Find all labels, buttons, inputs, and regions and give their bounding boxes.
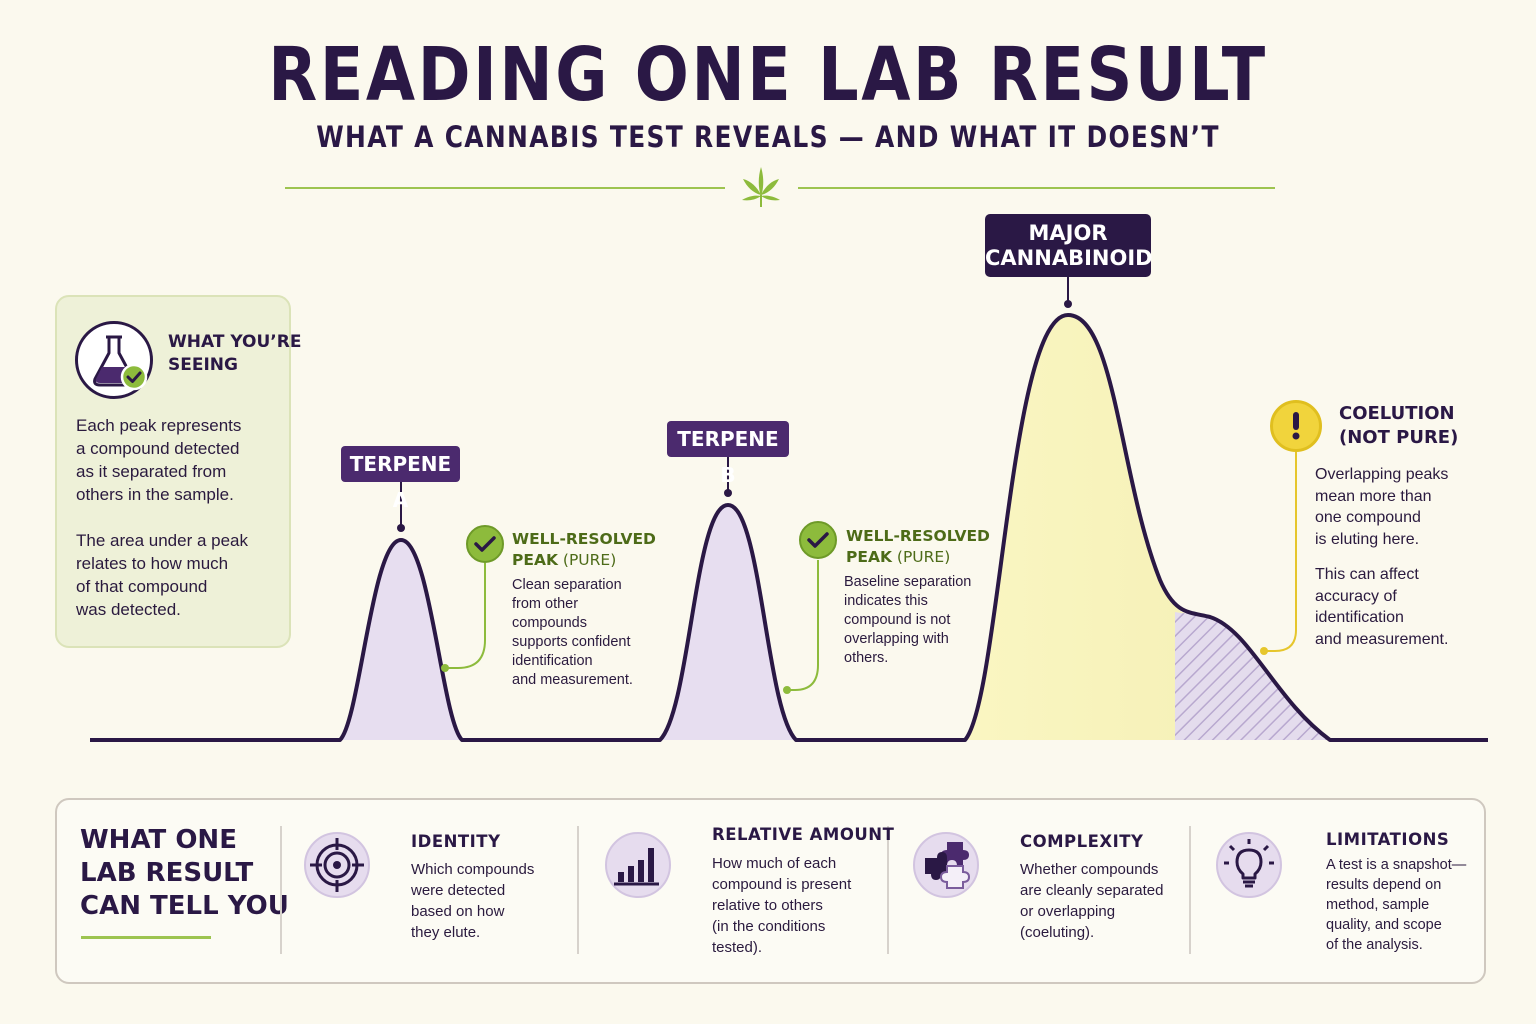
coelution-heading: COELUTION (NOT PURE) (1339, 403, 1459, 448)
info-card-heading: WHAT YOU’RE SEEING (168, 332, 302, 375)
chromatogram-trace (90, 313, 1488, 742)
puzzle-icon (913, 832, 979, 898)
callout-b-body: Baseline separation indicates this compo… (844, 574, 972, 666)
card-identity-body: Which compounds were detected based on h… (411, 861, 535, 941)
coelution-paragraph-1: Overlapping peaks mean more than one com… (1315, 466, 1449, 548)
cannabis-leaf-icon (742, 167, 780, 207)
coelution-hatched-area (1175, 612, 1330, 740)
card-relative-amount-title: RELATIVE AMOUNT (712, 825, 895, 844)
peak-label-terpene-a: TERPENE A (341, 446, 460, 512)
coelution-paragraph-2: This can affect accuracy of identificati… (1315, 566, 1449, 648)
divider (280, 826, 282, 954)
divider-line-right (798, 187, 1275, 189)
peak-label-terpene-b: TERPENE B (667, 421, 789, 487)
flask-check-icon (75, 321, 153, 399)
info-card-paragraph-2: The area under a peak relates to how muc… (76, 531, 249, 619)
callout-b-heading: WELL-RESOLVED PEAK (PURE) (846, 527, 990, 566)
page-subtitle: WHAT A CANNABIS TEST REVEALS — AND WHAT … (316, 120, 1220, 154)
divider-line-left (285, 187, 725, 189)
card-complexity-title: COMPLEXITY (1020, 832, 1144, 851)
lightbulb-icon (1216, 832, 1282, 898)
divider (577, 826, 579, 954)
peak-terpene-b-area (660, 505, 796, 740)
page-title: READING ONE LAB RESULT (268, 32, 1268, 118)
summary-heading-underline (81, 936, 211, 939)
divider (887, 826, 889, 954)
check-icon (799, 521, 837, 559)
peak-label-major-cannabinoid: MAJOR CANNABINOID (985, 214, 1153, 277)
card-complexity-body: Whether compounds are cleanly separated … (1020, 861, 1164, 941)
divider (1189, 826, 1191, 954)
peak-terpene-a-area (340, 540, 462, 740)
check-icon (466, 525, 504, 563)
summary-heading: WHAT ONE LAB RESULT CAN TELL YOU (80, 825, 289, 921)
info-card-paragraph-1: Each peak represents a compound detected… (76, 416, 242, 504)
card-identity-title: IDENTITY (411, 832, 501, 851)
card-limitations-title: LIMITATIONS (1326, 830, 1450, 849)
card-relative-amount-body: How much of each compound is present rel… (712, 855, 852, 956)
exclamation-icon (1270, 400, 1322, 452)
bar-chart-icon (605, 832, 671, 898)
card-limitations-body: A test is a snapshot— results depend on … (1326, 857, 1467, 953)
callout-a-body: Clean separation from other compounds su… (512, 577, 633, 688)
peak-major-area (965, 315, 1200, 740)
target-icon (304, 832, 370, 898)
callout-a-heading: WELL-RESOLVED PEAK (PURE) (512, 530, 656, 569)
